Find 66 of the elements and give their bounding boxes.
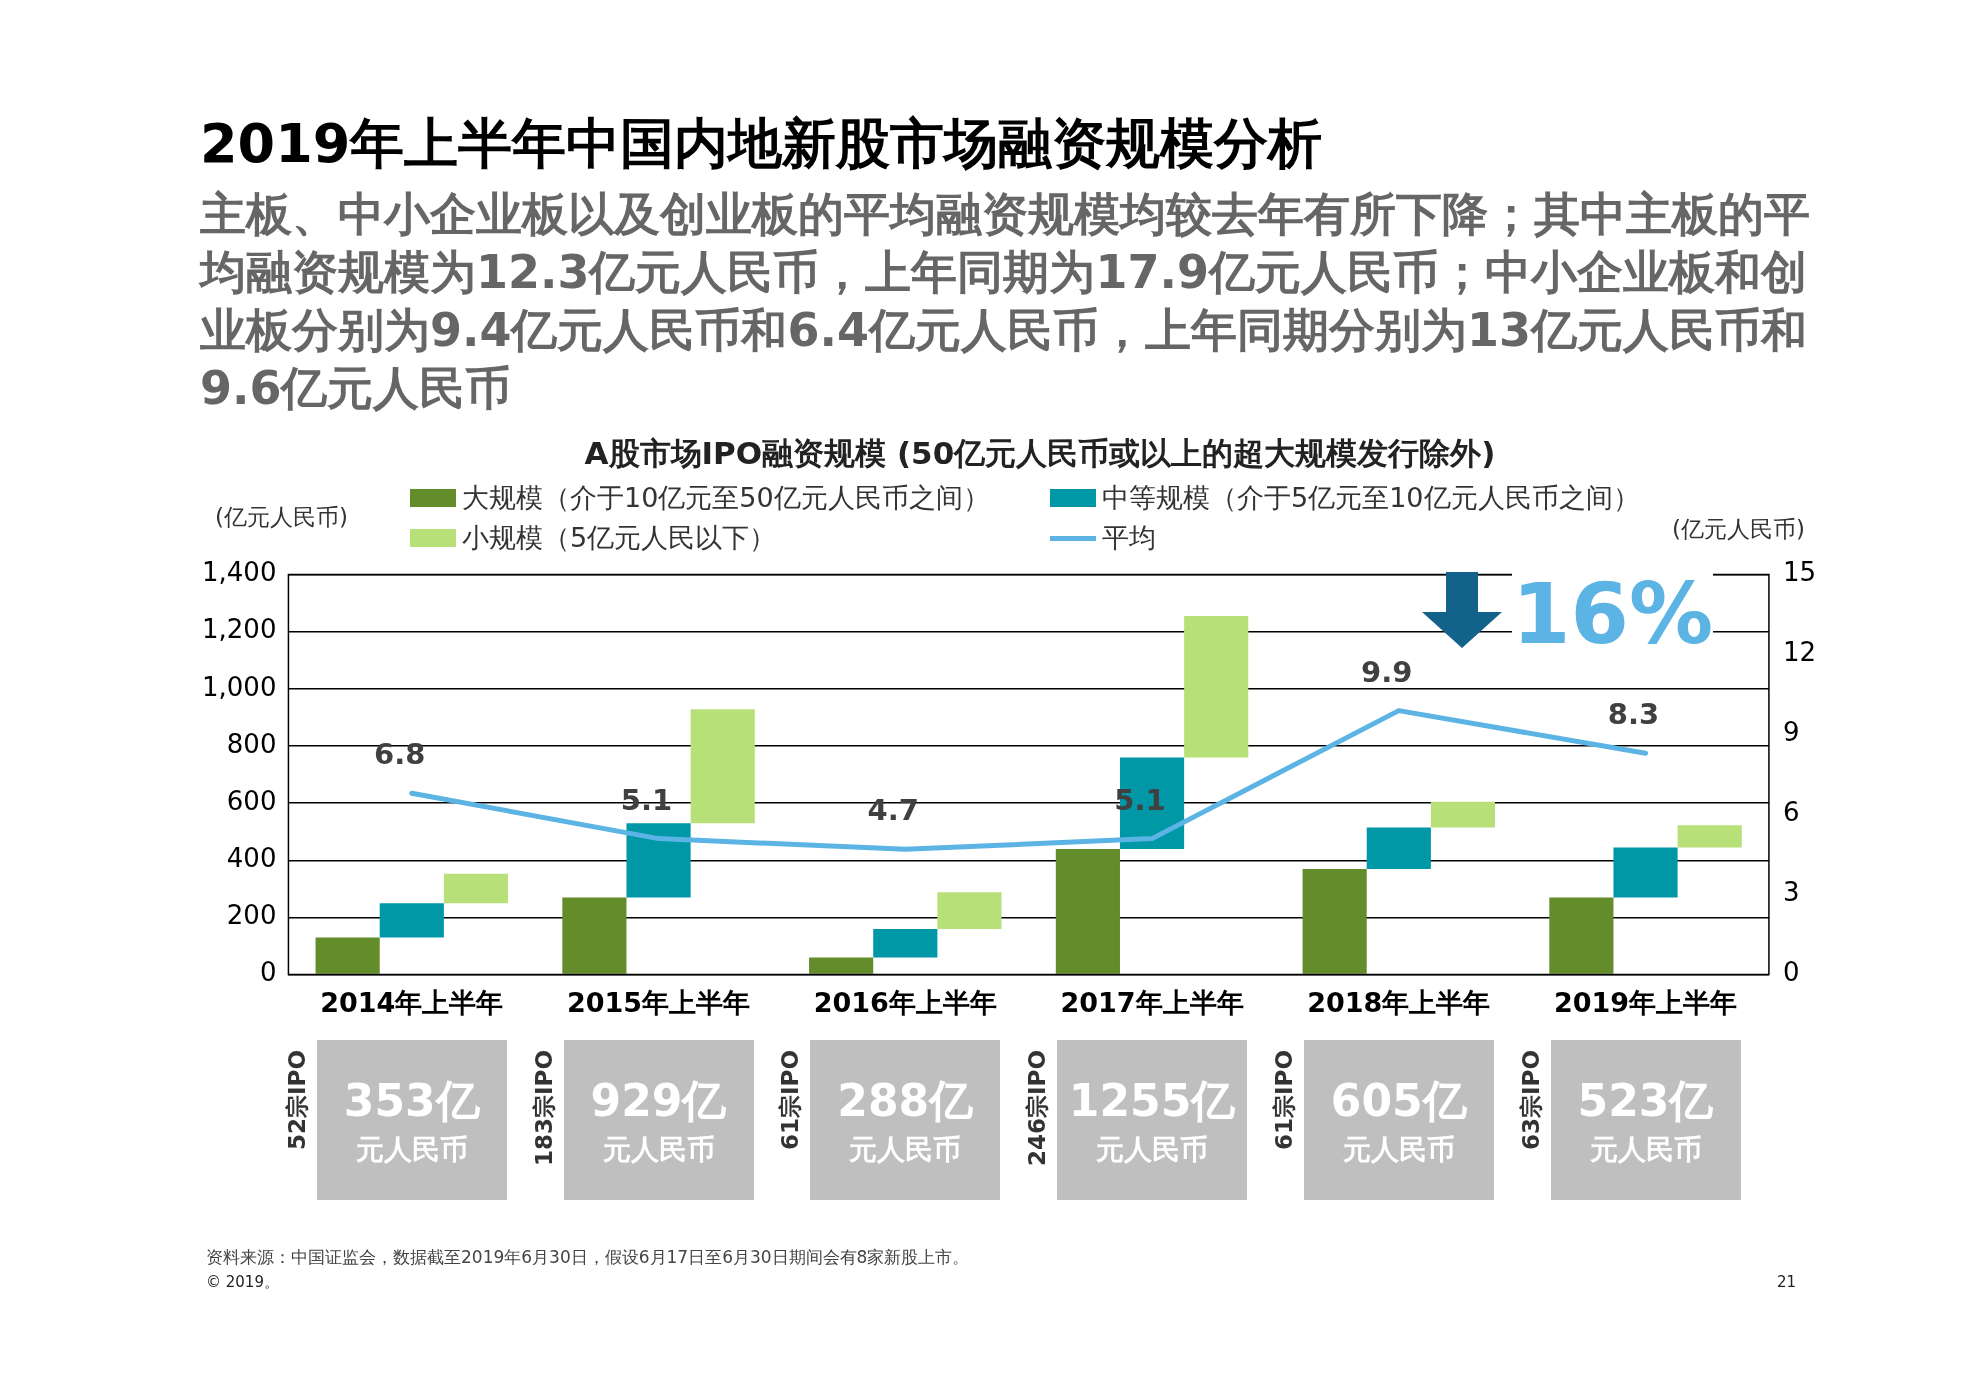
text: © 2019。 [206, 1273, 279, 1292]
bar [937, 892, 1002, 929]
legend-label: 小规模（5亿元人民以下） [462, 521, 777, 555]
y-tick-label: 0 [259, 957, 277, 988]
text: 52宗IPO [282, 1050, 311, 1150]
bar [690, 709, 755, 824]
text: 资料来源：中国证监会，数据截至2019年6月30日，假设6月17日至6月30日期间会有8家新股上市。 [206, 1246, 970, 1269]
bar [315, 937, 380, 974]
text: 61宗IPO [1269, 1050, 1298, 1150]
y-tick-label: 800 [226, 728, 277, 759]
legend-label: 平均 [1102, 521, 1156, 555]
y-tick-label: 1,200 [202, 614, 277, 645]
x-tick-label: 2019年上半年 [1553, 986, 1738, 1018]
y2-axis-title: (亿元人民币) [1672, 515, 1805, 544]
y-tick-label: 200 [226, 900, 277, 931]
x-tick-label: 2016年上半年 [813, 986, 997, 1018]
y-tick-label: 1,000 [202, 671, 277, 702]
data-label: 9.9 [1361, 654, 1413, 689]
text: A股市场IPO融资规模 (50亿元人民币或以上的超大规模发行除外) [583, 434, 1497, 473]
bar [873, 928, 938, 958]
bar [1677, 825, 1742, 848]
y-axis-title: (亿元人民币) [215, 503, 348, 532]
y2-tick-label: 15 [1782, 557, 1817, 588]
bar [1302, 868, 1367, 974]
total-label: 605亿元人民币 [1330, 1073, 1467, 1168]
total-label: 929亿元人民币 [590, 1073, 727, 1168]
x-tick-label: 2017年上半年 [1060, 986, 1244, 1018]
text: 183宗IPO [529, 1050, 558, 1166]
x-tick-label: 2014年上半年 [320, 986, 504, 1018]
total-label: 523亿元人民币 [1577, 1073, 1714, 1168]
x-tick-label: 2015年上半年 [566, 986, 751, 1018]
bar [379, 903, 444, 938]
total-label: 288亿元人民币 [837, 1073, 974, 1168]
bar [1055, 848, 1120, 974]
y2-tick-label: 3 [1782, 877, 1800, 908]
chart-subtitle: 主板、中小企业板以及创业板的平均融资规模均较去年有所下降；其中主板的平均融资规模为12.3亿元人民币，上年同期为17.9亿元人民币；中小企业板和创业板分别为9.4亿元人民币和6.4亿元人民币，上年同期分别为13亿元人民币和9.6亿元人民币 [200, 186, 1811, 417]
y-tick-label: 1,400 [202, 557, 277, 588]
bar [443, 873, 509, 904]
data-label: 6.8 [374, 737, 426, 772]
y2-tick-label: 6 [1782, 797, 1800, 828]
text: 63宗IPO [1516, 1050, 1545, 1150]
text: 246宗IPO [1023, 1050, 1052, 1166]
y2-tick-label: 12 [1782, 637, 1817, 668]
y2-tick-label: 9 [1782, 717, 1800, 748]
data-label: 8.3 [1607, 697, 1660, 732]
text: 61宗IPO [776, 1050, 805, 1150]
y2-tick-label: 0 [1782, 957, 1800, 988]
bar [626, 823, 691, 898]
chart-title: 2019年上半年中国内地新股市场融资规模分析 [200, 111, 1323, 177]
text: 21 [1777, 1273, 1797, 1291]
x-tick-label: 2018年上半年 [1307, 986, 1491, 1018]
total-label: 353亿元人民币 [343, 1073, 480, 1168]
y-tick-label: 600 [226, 785, 277, 816]
bar [809, 957, 874, 974]
legend-label: 中等规模（介于5亿元至10亿元人民币之间） [1102, 481, 1640, 515]
y-tick-label: 400 [226, 843, 277, 874]
data-label: 4.7 [867, 793, 919, 828]
total-label: 1255亿元人民币 [1068, 1073, 1236, 1168]
legend-label: 大规模（介于10亿元至50亿元人民币之间） [462, 481, 990, 515]
bar [1613, 847, 1678, 898]
bar [1366, 827, 1431, 869]
annotation: 16% [1512, 565, 1714, 663]
bar [1184, 616, 1249, 758]
bar [562, 897, 627, 974]
bar [1430, 801, 1496, 828]
bar [1549, 897, 1614, 974]
